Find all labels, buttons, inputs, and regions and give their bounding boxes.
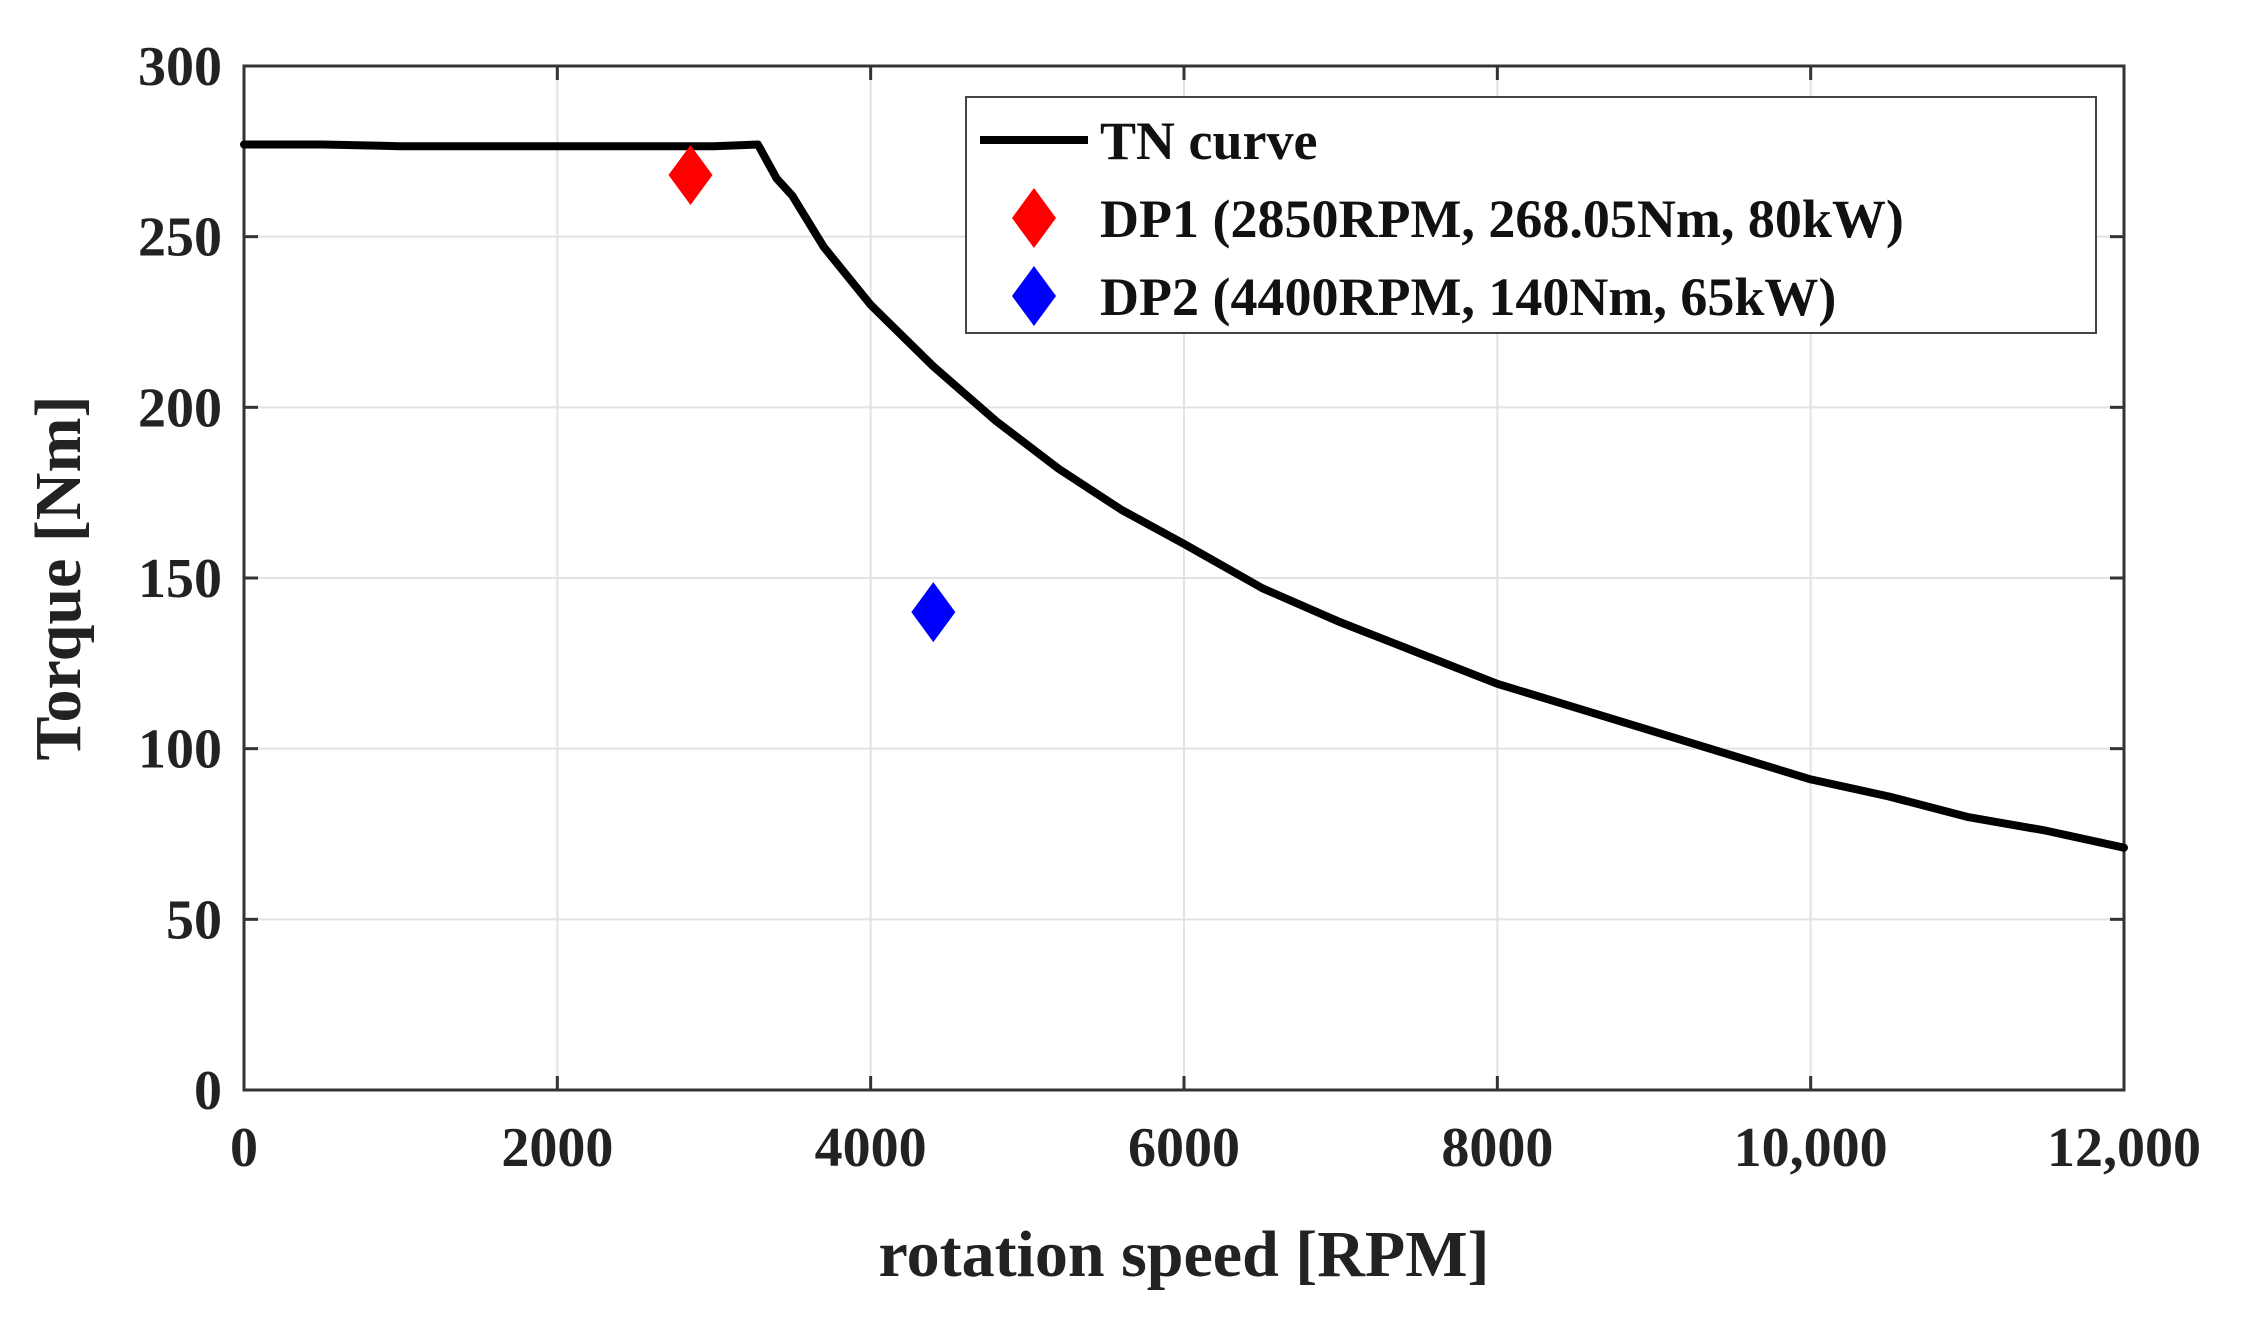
y-axis-label: Torque [Nm]: [22, 396, 95, 761]
legend-diamond-swatch: [1012, 266, 1056, 326]
ticks-layer: 0 2000 4000 6000 8000 10,000 12,000 0 50 100 150 20…: [138, 36, 2201, 1179]
series-layer: [240, 140, 2128, 852]
x-tick-label: 2000: [501, 1117, 613, 1179]
y-tick-label: 0: [194, 1060, 222, 1122]
y-tick-label: 50: [166, 889, 222, 951]
x-axis-label: rotation speed [RPM]: [878, 1218, 1489, 1291]
legend-entry-label: TN curve: [1100, 111, 1317, 171]
legend: TN curve DP1 (2850RPM, 268.05Nm, 80kW) DP2…: [965, 96, 2097, 334]
legend-entry-label: DP2 (4400RPM, 140Nm, 65kW): [1100, 267, 1836, 327]
y-tick-label: 100: [138, 719, 222, 781]
y-tick-label: 150: [138, 548, 222, 610]
y-tick-label: 300: [138, 36, 222, 98]
legend-entry-label: DP1 (2850RPM, 268.05Nm, 80kW): [1100, 189, 1904, 249]
design-point-marker: [668, 145, 713, 206]
legend-box: [965, 96, 2097, 334]
x-tick-label: 6000: [1128, 1117, 1240, 1179]
x-tick-label: 0: [230, 1117, 258, 1179]
legend-diamond-swatch: [1012, 188, 1056, 248]
y-tick-label: 200: [138, 377, 222, 439]
design-point-marker: [911, 582, 956, 643]
x-tick-label: 4000: [815, 1117, 927, 1179]
y-tick-label: 250: [138, 207, 222, 269]
x-tick-label: 8000: [1441, 1117, 1553, 1179]
x-tick-label: 12,000: [2047, 1117, 2201, 1179]
x-tick-label: 10,000: [1734, 1117, 1888, 1179]
tn-curve-line: [240, 140, 2128, 852]
